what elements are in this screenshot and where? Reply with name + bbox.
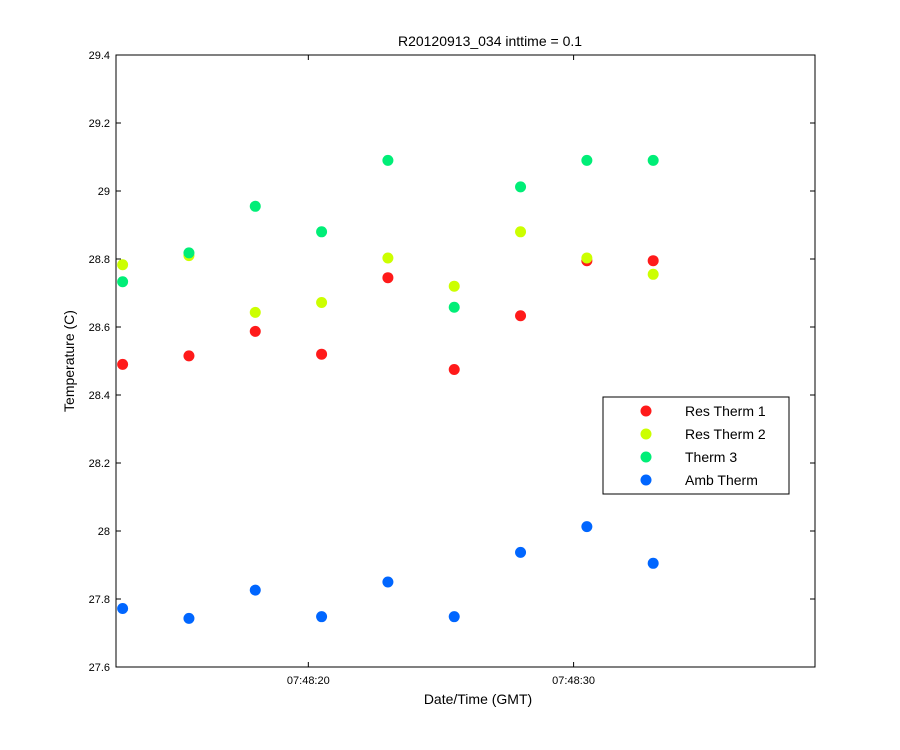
- data-point: [581, 154, 593, 166]
- y-axis-label: Temperature (C): [61, 310, 77, 412]
- axis-ticks: 27.6 27.8 28 28.2 28.4 28.6 28.8 29 29.2 29.4 07:4…: [89, 50, 815, 687]
- x-tick-label: 07:48:20: [287, 675, 330, 687]
- data-point: [183, 612, 195, 624]
- y-tick-label: 28.6: [89, 322, 110, 334]
- data-point: [448, 280, 460, 292]
- data-point: [647, 557, 659, 569]
- data-point: [249, 200, 261, 212]
- data-point: [183, 350, 195, 362]
- data-point: [316, 348, 328, 360]
- legend-box: [602, 396, 790, 495]
- data-point: [183, 247, 195, 259]
- data-point: [382, 154, 394, 166]
- legend-marker: [640, 428, 652, 440]
- data-point: [515, 310, 527, 322]
- data-point: [647, 268, 659, 280]
- data-point: [448, 301, 460, 313]
- data-point: [515, 546, 527, 558]
- data-point: [647, 154, 659, 166]
- y-tick-label: 28.8: [89, 254, 110, 266]
- data-point: [316, 297, 328, 309]
- y-tick-label: 27.8: [89, 594, 110, 606]
- data-point: [249, 325, 261, 337]
- data-point: [117, 259, 129, 271]
- data-point: [117, 358, 129, 370]
- data-point: [316, 226, 328, 238]
- chart-title: R20120913_034 inttime = 0.1: [398, 33, 582, 49]
- data-point: [382, 252, 394, 264]
- legend-marker: [640, 405, 652, 417]
- data-point: [448, 611, 460, 623]
- data-point: [581, 521, 593, 533]
- data-point: [316, 611, 328, 623]
- data-point: [117, 276, 129, 288]
- legend-marker: [640, 451, 652, 463]
- data-point: [249, 306, 261, 318]
- y-tick-label: 29.4: [89, 50, 110, 62]
- plot-area: [115, 54, 816, 668]
- y-tick-label: 28.4: [89, 390, 110, 402]
- x-tick-label: 07:48:30: [552, 675, 595, 687]
- data-point: [448, 364, 460, 375]
- data-points: [117, 154, 659, 624]
- legend: Res Therm 1 Res Therm 2 Therm 3 Amb Therm: [602, 396, 790, 495]
- data-point: [647, 255, 659, 267]
- legend-label: Amb Therm: [685, 472, 758, 488]
- y-tick-label: 29.2: [89, 118, 110, 130]
- data-point: [382, 576, 394, 588]
- legend-label: Res Therm 2: [685, 426, 766, 442]
- legend-marker: [640, 474, 652, 486]
- x-axis-label: Date/Time (GMT): [424, 691, 532, 707]
- y-tick-label: 28.2: [89, 458, 110, 470]
- y-tick-label: 27.6: [89, 662, 110, 674]
- y-tick-label: 28: [98, 526, 110, 538]
- data-point: [382, 272, 394, 284]
- data-point: [515, 226, 527, 238]
- data-point: [249, 584, 261, 596]
- y-tick-label: 29: [98, 186, 110, 198]
- legend-label: Therm 3: [685, 449, 737, 465]
- data-point: [117, 603, 129, 615]
- legend-label: Res Therm 1: [685, 403, 766, 419]
- data-point: [515, 181, 527, 193]
- data-point: [581, 252, 593, 264]
